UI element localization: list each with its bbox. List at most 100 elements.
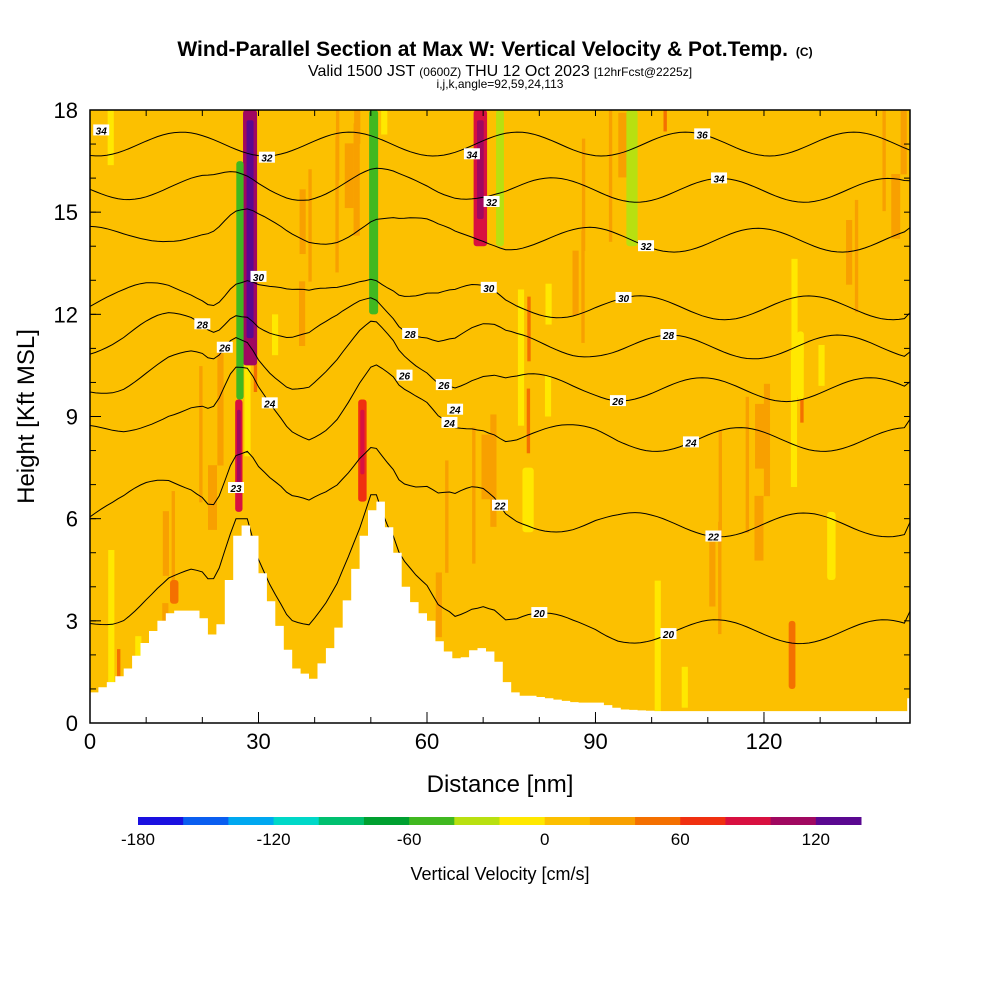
velocity-streak <box>526 388 531 454</box>
contour-label: 26 <box>216 341 233 355</box>
contour-label-text: 34 <box>96 126 108 137</box>
x-tick-label: 90 <box>583 729 607 754</box>
velocity-core <box>237 409 241 485</box>
colorbar-swatch <box>363 817 410 825</box>
contour-label-bg <box>615 291 632 303</box>
contour-label: 30 <box>480 281 497 295</box>
x-axis-label: Distance [nm] <box>427 771 574 798</box>
theta-contour-line <box>90 297 910 360</box>
velocity-streak <box>362 130 367 172</box>
velocity-streak <box>299 189 306 255</box>
theta-contour-line <box>90 208 910 253</box>
colorbar-swatch <box>409 817 455 825</box>
x-tick-label: 0 <box>84 729 96 754</box>
contour-label: 28 <box>402 327 419 341</box>
velocity-streak <box>782 370 792 460</box>
velocity-streak <box>581 138 586 251</box>
velocity-streak <box>608 110 613 242</box>
theta-contour-line <box>90 278 910 321</box>
contour-label-text: 26 <box>611 397 624 408</box>
velocity-cell <box>827 511 836 580</box>
contour-label: 20 <box>531 607 548 620</box>
velocity-streak <box>509 309 519 399</box>
velocity-streak <box>508 401 518 491</box>
velocity-core <box>360 409 365 475</box>
contour-label-bg <box>250 270 267 282</box>
velocity-cell <box>236 161 244 400</box>
contour-label-text: 32 <box>640 242 652 253</box>
theta-contours: 20 20 22 22 24 24 24 26 26 26 28 28 28 30 30 32 34 36 34 32… <box>90 124 910 645</box>
velocity-streak <box>98 110 108 138</box>
velocity-streak <box>536 276 546 389</box>
velocity-streak <box>107 110 114 166</box>
contour-label-text: 28 <box>662 331 675 342</box>
contour-label: 28 <box>194 318 211 331</box>
contour-label: 24 <box>682 436 699 449</box>
colorbar: -180 -120 -60 0 60 120 Vertical Velocity [cm/s… <box>121 817 862 884</box>
velocity-streak <box>262 307 272 420</box>
contour-label-text: 20 <box>533 609 546 620</box>
velocity-streak <box>745 396 750 533</box>
y-tick-label: 9 <box>66 405 78 430</box>
contour-label: 36 <box>694 128 711 141</box>
velocity-field <box>90 110 910 723</box>
colorbar-swatch <box>318 817 365 825</box>
velocity-cell <box>788 620 796 689</box>
y-tick-label: 18 <box>54 98 78 123</box>
contour-label: 24 <box>447 403 464 417</box>
contour-label: 32 <box>483 195 500 209</box>
velocity-streak <box>180 498 190 540</box>
contour-label: 34 <box>463 148 480 161</box>
velocity-streak <box>791 258 798 396</box>
velocity-streak <box>162 511 169 576</box>
contour-label: 32 <box>638 240 655 253</box>
velocity-streak <box>453 559 463 601</box>
velocity-streak <box>755 403 765 469</box>
contour-label-bg <box>705 530 722 542</box>
y-tick-label: 12 <box>54 302 78 327</box>
contour-label: 24 <box>441 416 458 430</box>
velocity-streak <box>517 289 525 426</box>
contour-label-bg <box>441 416 458 428</box>
velocity-streak <box>563 243 573 380</box>
velocity-streak <box>718 521 722 635</box>
contour-label-bg <box>660 329 677 341</box>
colorbar-tick-label: 120 <box>802 830 830 849</box>
velocity-cell <box>626 110 638 247</box>
velocity-streak <box>709 541 716 607</box>
contour-label-text: 26 <box>218 344 231 355</box>
velocity-streak <box>773 390 777 432</box>
velocity-streak <box>763 383 771 497</box>
velocity-streak <box>754 495 764 561</box>
velocity-streak <box>445 460 449 573</box>
theta-contour-line <box>90 131 910 157</box>
contour-label-text: 22 <box>707 533 720 544</box>
velocity-streak <box>244 320 251 457</box>
velocity-streak <box>199 366 203 503</box>
velocity-core <box>246 120 254 339</box>
contour-label-text: 34 <box>713 174 725 185</box>
colorbar-tick-label: -180 <box>121 830 155 849</box>
velocity-streak <box>189 478 196 567</box>
velocity-streak <box>891 174 901 239</box>
velocity-streak <box>280 294 285 383</box>
chart-title: Wind-Parallel Section at Max W: Vertical… <box>177 38 812 61</box>
contour-label-bg <box>531 607 548 619</box>
contour-label-text: 34 <box>466 150 478 161</box>
colorbar-swatch <box>589 817 636 825</box>
velocity-streak <box>846 219 853 285</box>
contour-label-bg <box>660 628 677 640</box>
colorbar-swatch <box>635 817 681 825</box>
velocity-streak <box>144 524 148 613</box>
contour-label: 20 <box>660 628 677 641</box>
colorbar-tick-label: 0 <box>540 830 549 849</box>
velocity-cell <box>496 110 504 247</box>
contour-label-bg <box>258 151 275 163</box>
velocity-streak <box>590 237 600 279</box>
contour-label: 23 <box>228 482 245 495</box>
velocity-streak <box>298 281 306 347</box>
velocity-cell <box>170 579 179 604</box>
contour-label-bg <box>638 240 655 252</box>
velocity-streak <box>873 186 880 276</box>
